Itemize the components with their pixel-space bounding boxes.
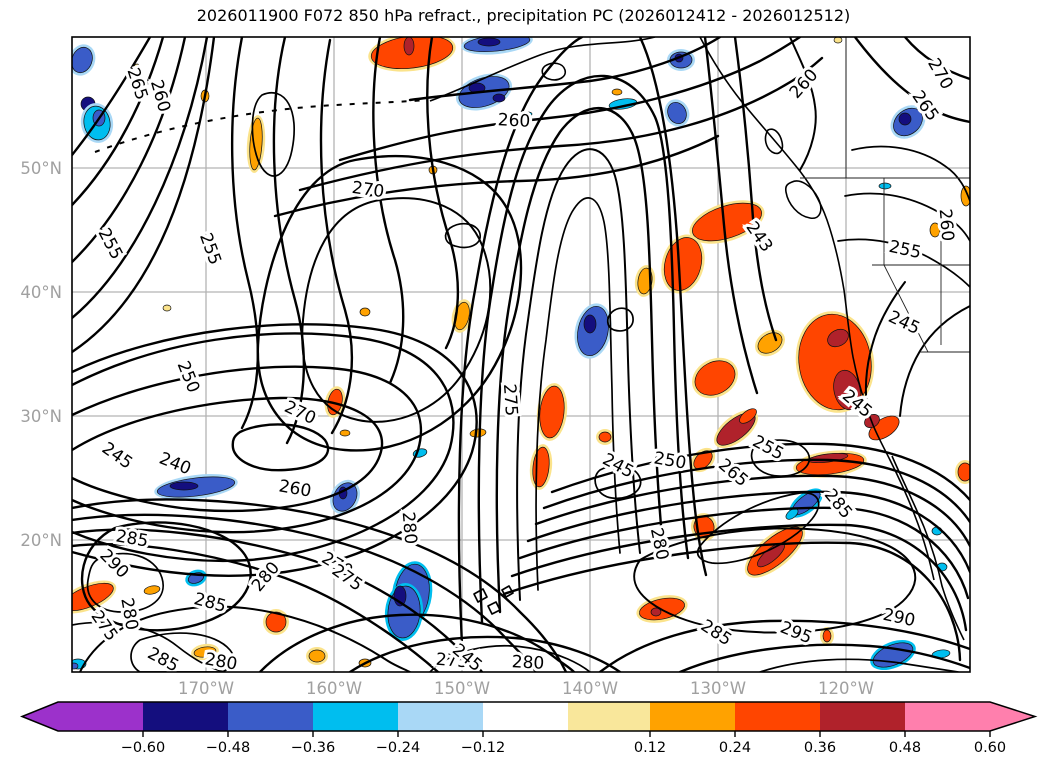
figure-title: 2026011900 F072 850 hPa refract., precip… — [196, 6, 851, 25]
colorbar-tick-label: −0.12 — [461, 740, 505, 756]
svg-text:275: 275 — [87, 607, 122, 645]
x-tick-label: 120°W — [818, 679, 874, 698]
svg-text:245: 245 — [885, 307, 923, 339]
svg-text:285: 285 — [697, 616, 735, 650]
svg-text:260: 260 — [497, 110, 530, 132]
svg-text:280: 280 — [646, 526, 672, 562]
svg-text:280: 280 — [511, 652, 544, 674]
colorbar-tick-label: −0.24 — [376, 740, 420, 756]
svg-text:260: 260 — [146, 78, 174, 115]
svg-text:285: 285 — [192, 589, 229, 617]
colorbar-arrow-left — [22, 702, 58, 731]
colorbar-tick-label: 0.60 — [974, 740, 1006, 756]
colorbar-arrow-right — [990, 702, 1035, 731]
svg-text:260: 260 — [935, 208, 958, 242]
colorbar: −0.60 −0.48 −0.36 −0.24 −0.12 0.12 0.24 0.36 0.4… — [19, 701, 1038, 756]
y-tick-label: 40°N — [20, 283, 62, 302]
svg-text:255: 255 — [94, 225, 127, 263]
x-tick-label: 140°W — [562, 679, 618, 698]
svg-text:260: 260 — [277, 476, 312, 501]
svg-text:270: 270 — [923, 55, 957, 93]
svg-text:240: 240 — [156, 449, 194, 480]
svg-text:255: 255 — [887, 237, 923, 263]
x-tick-label: 130°W — [690, 679, 746, 698]
colorbar-tick-label: 0.36 — [804, 740, 836, 756]
svg-text:265: 265 — [714, 455, 752, 491]
svg-text:275: 275 — [499, 383, 521, 417]
svg-text:250: 250 — [173, 358, 204, 396]
colorbar-tick-label: −0.36 — [291, 740, 335, 756]
x-tick-label: 150°W — [434, 679, 490, 698]
svg-text:270: 270 — [351, 178, 386, 202]
axis-tick-labels: 170°W 160°W 150°W 140°W 130°W 120°W 50°N 40°N 30… — [20, 159, 874, 698]
svg-text:280: 280 — [203, 649, 238, 674]
y-tick-label: 30°N — [20, 407, 62, 426]
x-tick-label: 160°W — [306, 679, 362, 698]
svg-text:255: 255 — [195, 230, 225, 267]
svg-text:260: 260 — [786, 65, 823, 102]
refractivity-contours — [72, 37, 970, 672]
svg-text:245: 245 — [98, 439, 136, 474]
svg-text:280: 280 — [398, 511, 421, 545]
state-borders — [800, 37, 970, 353]
colorbar-tick-label: 0.12 — [634, 740, 666, 756]
svg-text:280: 280 — [116, 596, 141, 631]
colorbar-tick-label: −0.60 — [121, 740, 165, 756]
svg-text:280: 280 — [248, 558, 284, 596]
map-frame — [71, 36, 971, 673]
svg-text:290: 290 — [95, 545, 132, 582]
x-tick-label: 170°W — [178, 679, 234, 698]
coastlines — [94, 37, 965, 641]
map-area: 265 260 255 255 250 245 240 270 260 270 260 275 260 2… — [72, 37, 970, 674]
colorbar-tick-label: −0.48 — [206, 740, 250, 756]
colorbar-tick-label: 0.48 — [889, 740, 921, 756]
colorbar-tick-label: 0.24 — [719, 740, 751, 756]
y-tick-label: 20°N — [20, 531, 62, 550]
y-tick-label: 50°N — [20, 159, 62, 178]
